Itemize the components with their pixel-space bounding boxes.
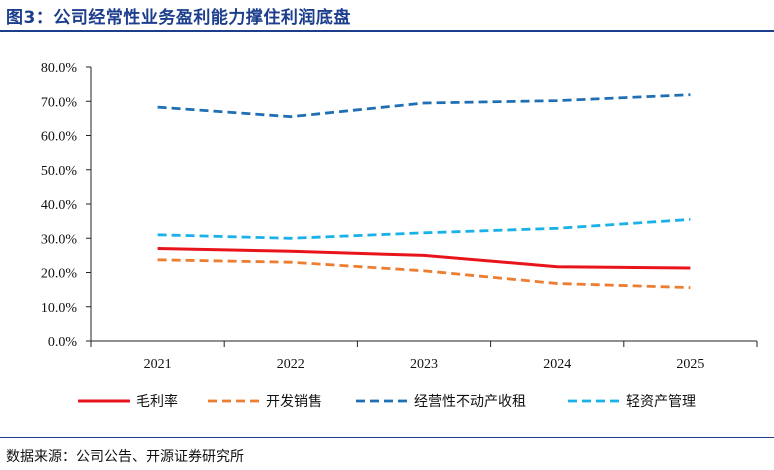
legend-label-asset-light-management: 轻资产管理 (626, 394, 696, 410)
legend-label-gross-margin: 毛利率 (136, 393, 178, 410)
source-divider (0, 437, 774, 438)
series-lines (157, 93, 691, 289)
y-axis-ticks: 0.0% 10.0% 20.0% 30.0% 40.0% 50.0% 60.0% 70.0% 8… (41, 61, 91, 350)
y-tick-label: 80.0% (41, 61, 78, 76)
y-tick-label: 40.0% (41, 198, 78, 213)
series-line-development-sales (157, 258, 691, 289)
y-tick-label: 60.0% (41, 130, 78, 145)
x-tick-label-2023: 2023 (410, 357, 438, 372)
y-tick-label: 70.0% (41, 95, 78, 110)
x-tick-label-2025: 2025 (676, 357, 704, 372)
data-source-note: 数据来源：公司公告、开源证券研究所 (6, 449, 244, 465)
legend: 毛利率 开发销售 经营性不动产收租 轻资产管理 (78, 393, 696, 410)
legend-label-property-rental: 经营性不动产收租 (414, 394, 526, 410)
x-axis-ticks: 2021 2022 2023 2024 2025 (90, 341, 758, 372)
y-tick-label: 30.0% (41, 232, 78, 247)
series-line-property-rental (157, 93, 691, 119)
y-tick-label: 0.0% (48, 335, 78, 350)
line-chart: 0.0% 10.0% 20.0% 30.0% 40.0% 50.0% 60.0% 70.0% 8… (41, 61, 758, 410)
figure-title: 图3：公司经常性业务盈利能力撑住利润底盘 (6, 8, 351, 28)
y-tick-label: 50.0% (41, 164, 78, 179)
x-tick-label-2024: 2024 (543, 357, 571, 372)
y-tick-label: 20.0% (41, 267, 78, 282)
title-divider (0, 30, 774, 32)
legend-label-development-sales: 开发销售 (266, 394, 322, 410)
y-tick-label: 10.0% (41, 301, 78, 316)
x-tick-label-2022: 2022 (277, 357, 305, 372)
series-line-gross-margin (157, 247, 691, 270)
series-line-asset-light-management (157, 218, 691, 240)
x-tick-label-2021: 2021 (144, 357, 172, 372)
